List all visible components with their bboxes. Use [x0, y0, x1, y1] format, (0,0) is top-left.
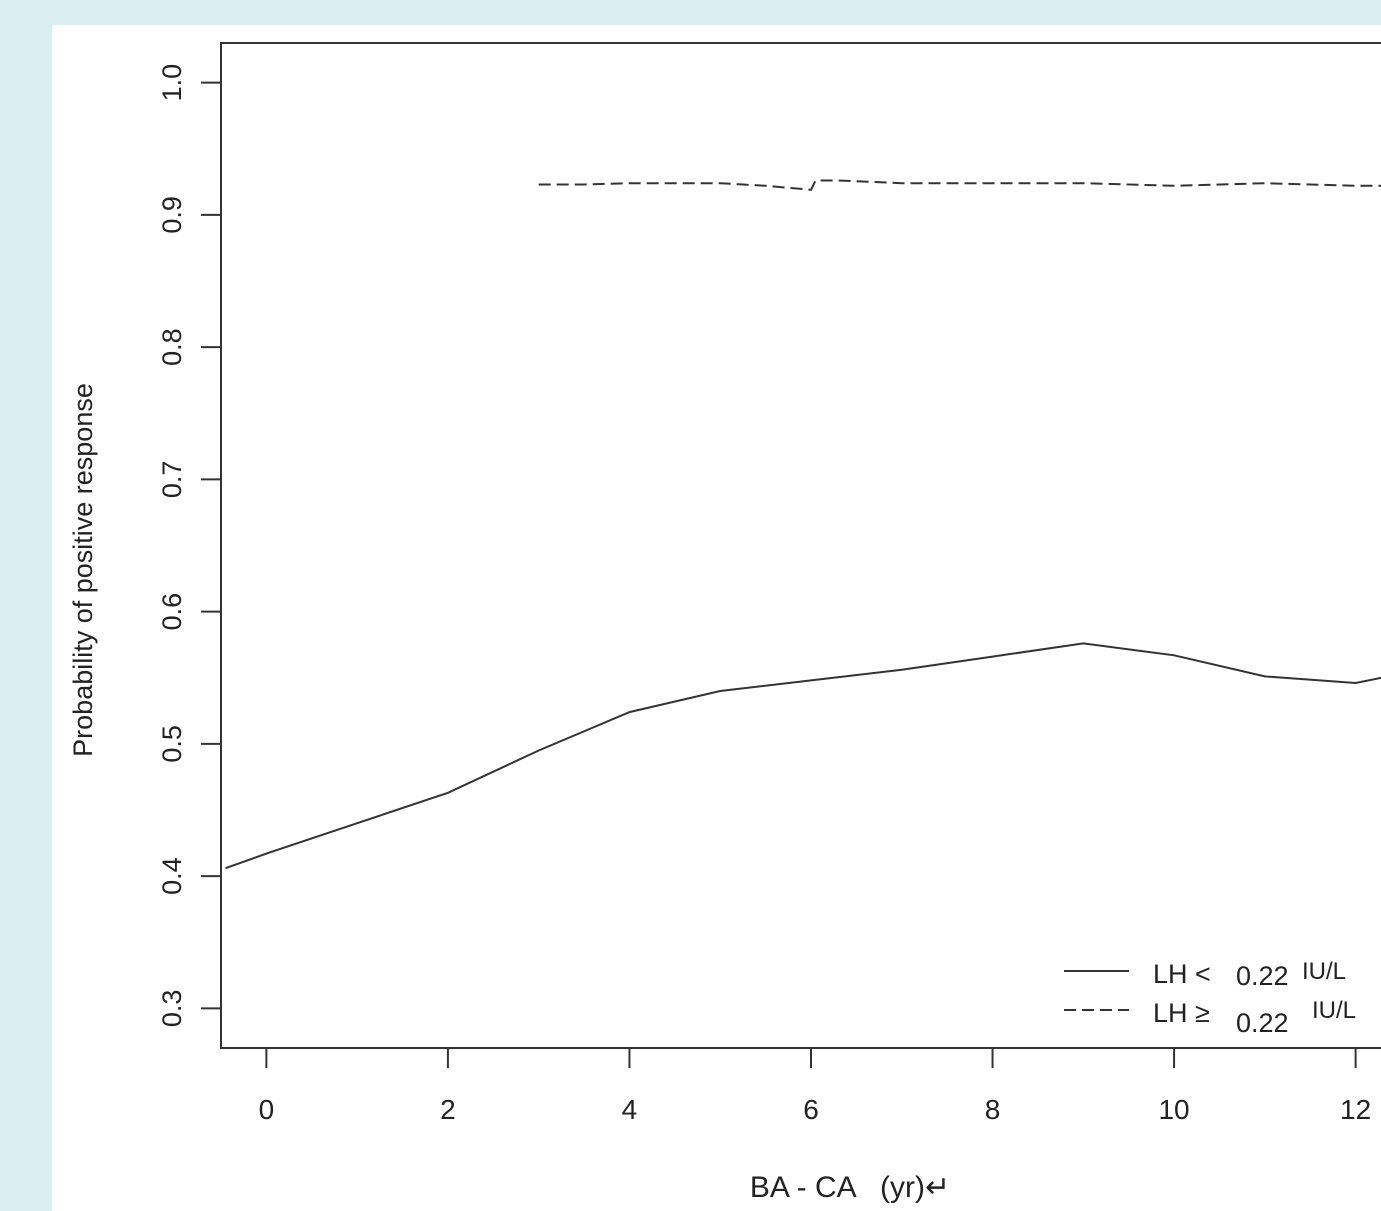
legend-label-prefix: LH ≥: [1153, 998, 1210, 1028]
series-layer: [225, 179, 1381, 870]
y-tick-label: 0.3: [157, 990, 187, 1028]
y-tick-label: 0.8: [157, 328, 187, 366]
legend-label-value: 0.22: [1236, 961, 1289, 991]
y-tick-label: 1.0: [157, 64, 187, 102]
y-tick-label: 0.7: [157, 461, 187, 499]
y-tick-label: 0.4: [157, 857, 187, 895]
chart-panel: 0.3 0.4 0.5 0.6 0.7 0.8 0.9 1.0 0 2 4 6 8 10 12 Proba…: [52, 25, 1381, 1211]
plot-frame: [220, 42, 1381, 1049]
y-axis: 0.3 0.4 0.5 0.6 0.7 0.8 0.9 1.0: [157, 64, 221, 1027]
x-tick-label: 12: [1340, 1094, 1371, 1125]
y-tick-label: 0.9: [157, 196, 187, 234]
legend: LH < 0.22 IU/L LH ≥ 0.22 IU/L: [1064, 958, 1356, 1038]
x-tick-label: 10: [1158, 1094, 1189, 1125]
y-tick-label: 0.6: [157, 593, 187, 631]
series-line-lh-low: [225, 642, 1381, 870]
x-tick-label: 0: [259, 1094, 275, 1125]
chart-svg: 0.3 0.4 0.5 0.6 0.7 0.8 0.9 1.0 0 2 4 6 8 10 12 Proba…: [68, 42, 1381, 1204]
y-axis-label: Probability of positive response: [68, 383, 98, 757]
y-tick-label: 0.5: [157, 725, 187, 763]
x-tick-label: 4: [622, 1094, 638, 1125]
x-tick-label: 6: [803, 1094, 819, 1125]
legend-label-unit: IU/L: [1302, 958, 1346, 985]
x-tick-label: 8: [985, 1094, 1001, 1125]
legend-label-value: 0.22: [1236, 1008, 1289, 1038]
x-axis: 0 2 4 6 8 10 12: [259, 1048, 1371, 1125]
x-axis-label: BA - CA (yr)↵: [750, 1171, 950, 1204]
x-tick-label: 2: [440, 1094, 456, 1125]
series-line-lh-high: [538, 179, 1381, 191]
legend-label-prefix: LH <: [1153, 959, 1211, 989]
legend-label-unit: IU/L: [1312, 997, 1356, 1024]
